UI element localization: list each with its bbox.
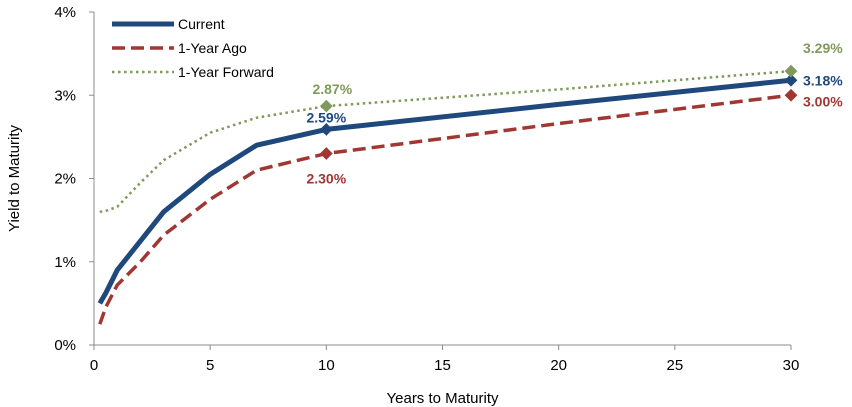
series-line-1-year-forward — [99, 69, 792, 214]
x-tick-label: 0 — [90, 357, 98, 374]
data-point-marker — [784, 64, 798, 78]
y-tick-label: 3% — [54, 87, 76, 104]
data-point-marker — [319, 123, 333, 136]
x-tick-label: 15 — [434, 357, 451, 374]
data-label: 3.29% — [803, 40, 843, 56]
y-tick-label: 2% — [54, 171, 76, 188]
legend-label: 1-Year Ago — [178, 40, 247, 56]
data-label: 2.30% — [306, 171, 346, 187]
data-point-marker — [319, 99, 333, 113]
y-axis-label: Yield to Maturity — [6, 125, 23, 232]
legend-label: Current — [178, 16, 225, 32]
x-tick-label: 20 — [550, 357, 567, 374]
series-line-1-year-ago — [98, 93, 792, 325]
x-tick-label: 25 — [666, 357, 683, 374]
data-labels: 2.59% 3.18% 2.30% 3.00% 2.87% 3.29% — [306, 40, 843, 186]
y-tick-label: 0% — [54, 337, 76, 354]
x-tick-label: 5 — [206, 357, 214, 374]
x-tick-label: 30 — [783, 357, 800, 374]
y-tick-label: 4% — [54, 4, 76, 21]
data-label: 3.00% — [803, 93, 843, 109]
data-point-marker — [319, 147, 333, 160]
axes — [89, 11, 792, 350]
data-label: 2.87% — [312, 81, 352, 97]
legend-label: 1-Year Forward — [178, 64, 274, 80]
y-tick-label: 1% — [54, 254, 76, 271]
legend: Current 1-Year Ago 1-Year Forward — [112, 16, 274, 80]
x-tick-label: 10 — [318, 357, 335, 374]
series-layer — [97, 64, 798, 325]
series-line-current — [97, 77, 792, 305]
data-label: 3.18% — [803, 72, 843, 88]
x-axis-label: Years to Maturity — [387, 390, 499, 407]
data-point-marker — [784, 88, 798, 102]
data-label: 2.59% — [306, 109, 346, 125]
tick-labels: 0 5 10 15 20 25 30 0% 1% 2% 3% 4% — [54, 4, 799, 374]
